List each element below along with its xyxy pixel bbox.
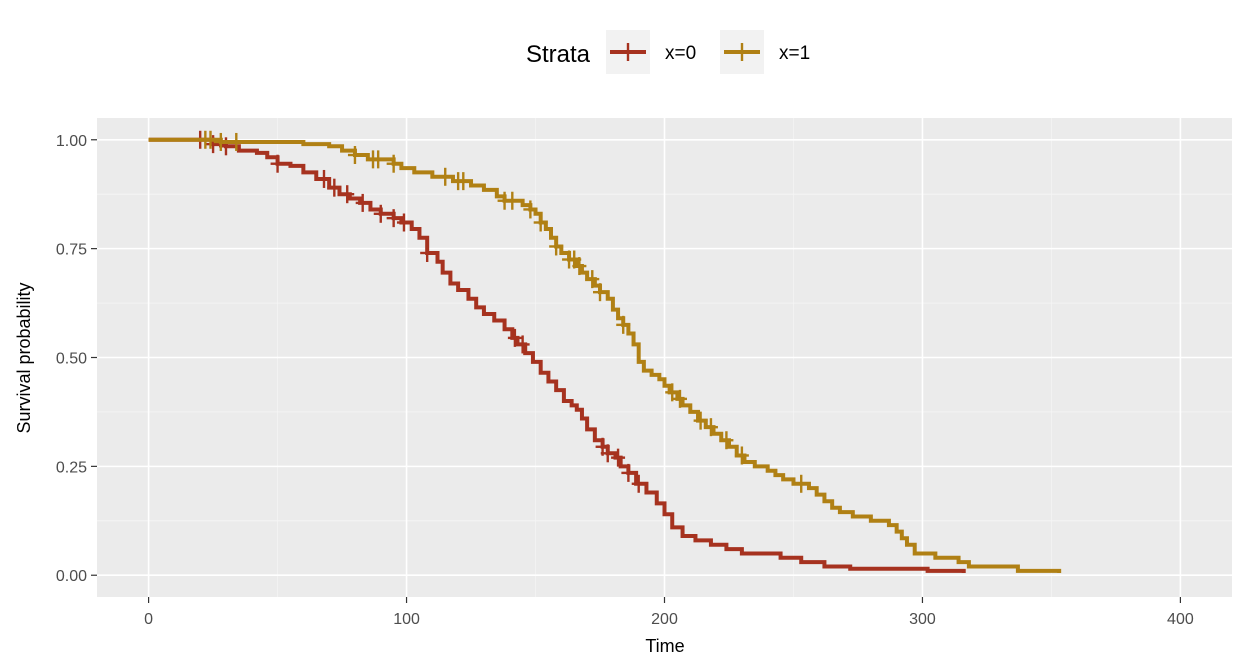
- y-axis-title: Survival probability: [14, 282, 34, 433]
- censor-mark: [373, 204, 388, 223]
- legend-entry: x=0: [606, 30, 696, 74]
- censor-mark: [420, 243, 435, 262]
- censor-mark: [734, 446, 749, 465]
- censor-mark: [438, 167, 453, 186]
- censor-mark: [794, 474, 809, 493]
- censor-mark: [631, 474, 646, 493]
- censor-mark: [203, 130, 218, 149]
- censor-mark: [621, 463, 636, 482]
- censor-mark: [703, 418, 718, 437]
- legend-entry: x=1: [720, 30, 810, 74]
- censor-mark: [270, 154, 285, 173]
- censor-mark: [585, 270, 600, 289]
- censor-mark: [515, 335, 530, 354]
- censor-mark: [549, 237, 564, 256]
- legend: Strata x=0 x=1: [526, 30, 810, 74]
- censor-mark: [507, 328, 522, 347]
- censor-mark: [229, 132, 244, 151]
- y-tick-label: 1.00: [56, 133, 87, 150]
- censor-mark: [616, 315, 631, 334]
- censor-mark: [317, 169, 331, 188]
- survival-curve-x-1: [148, 137, 1062, 574]
- x-tick-label: 300: [909, 611, 936, 628]
- censor-mark: [327, 178, 342, 197]
- censor-mark: [213, 132, 228, 151]
- y-tick-label: 0.00: [56, 568, 87, 585]
- censor-mark: [386, 209, 401, 228]
- censor-mark: [355, 193, 370, 212]
- censor-mark: [611, 448, 626, 467]
- legend-entries: x=0 x=1: [606, 30, 810, 74]
- axes: 0 100 200 300 400 0.00 0.25 0.50 0.75 1.00: [56, 133, 1194, 628]
- censor-mark: [719, 431, 734, 450]
- x-tick-label: 0: [144, 611, 153, 628]
- censor-mark: [523, 200, 538, 219]
- censor-mark: [456, 172, 471, 191]
- x-axis-title: Time: [645, 636, 684, 656]
- censor-mark: [386, 154, 401, 173]
- censor-mark: [665, 383, 680, 402]
- censor-mark: [347, 146, 362, 165]
- gridlines: [97, 118, 1232, 597]
- censor-mark: [572, 257, 587, 276]
- y-tick-label: 0.25: [56, 459, 87, 476]
- x-tick-label: 100: [393, 611, 420, 628]
- censor-mark: [371, 150, 386, 169]
- x-tick-label: 400: [1167, 611, 1194, 628]
- legend-title: Strata: [526, 41, 591, 68]
- y-tick-label: 0.75: [56, 242, 87, 259]
- legend-label: x=1: [779, 43, 810, 64]
- censor-mark: [396, 213, 411, 232]
- censor-mark: [505, 191, 520, 210]
- legend-label: x=0: [665, 43, 696, 64]
- series-layer: [148, 130, 1062, 574]
- y-tick-label: 0.50: [56, 351, 87, 368]
- censor-mark: [593, 283, 608, 302]
- censor-mark: [672, 389, 687, 408]
- censor-mark: [600, 444, 615, 463]
- censor-mark: [693, 411, 708, 430]
- x-tick-label: 200: [651, 611, 678, 628]
- censor-mark: [340, 185, 355, 204]
- censor-mark: [533, 213, 548, 232]
